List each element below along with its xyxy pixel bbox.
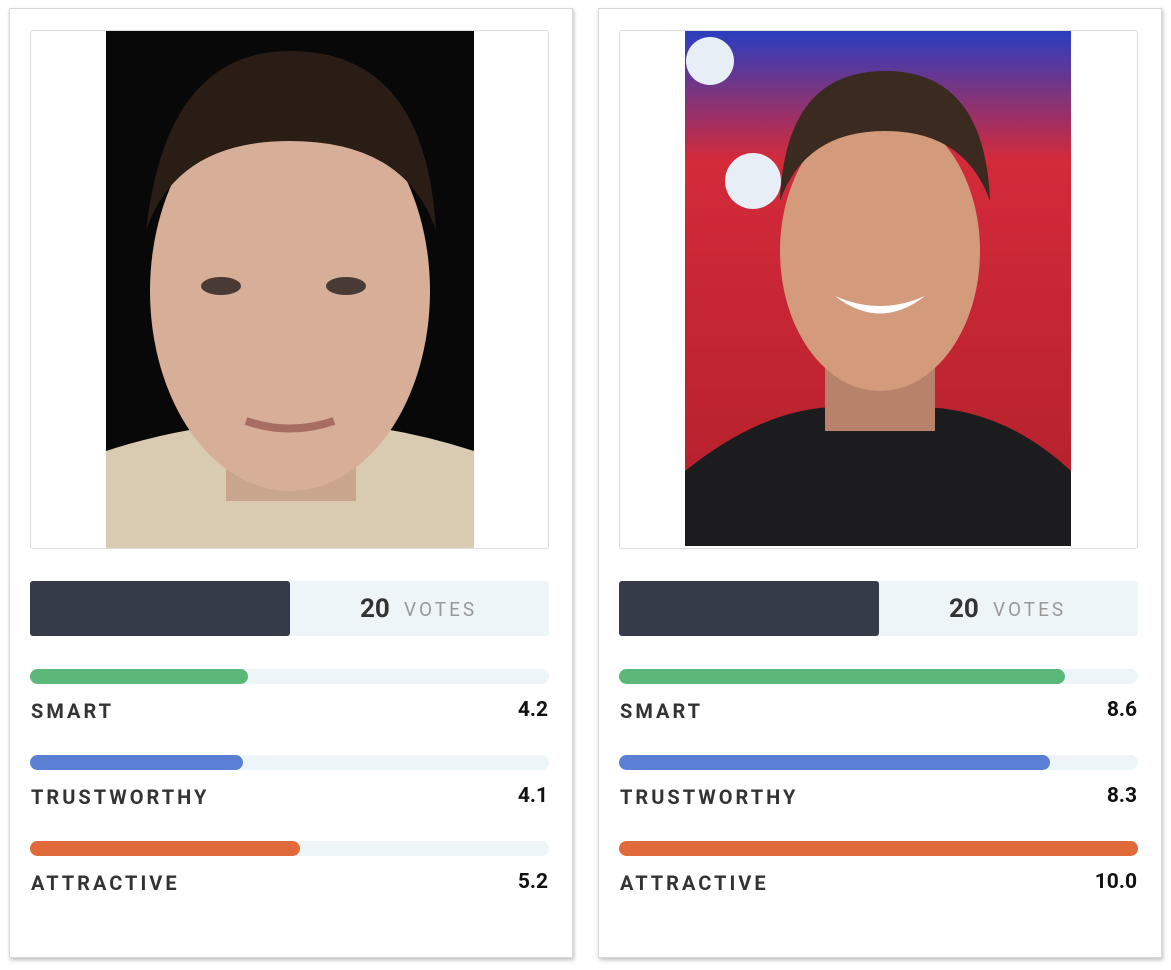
score-track bbox=[30, 841, 549, 856]
vote-button[interactable] bbox=[30, 581, 290, 636]
metric-value: 8.6 bbox=[1106, 698, 1137, 722]
photo-frame bbox=[30, 30, 549, 549]
score-bar bbox=[30, 755, 243, 770]
score-track bbox=[30, 755, 549, 770]
metric-value: 10.0 bbox=[1094, 870, 1137, 894]
card: 20 VOTES SMART 4.2 TRUSTWORTHY 4.1 ATTRACTIVE 5… bbox=[9, 8, 573, 958]
metric-label: ATTRACTIVE bbox=[620, 871, 769, 895]
metric-value: 5.2 bbox=[517, 870, 548, 894]
metric-value: 4.1 bbox=[517, 784, 548, 808]
metric-value: 4.2 bbox=[517, 698, 548, 722]
photo-frame bbox=[619, 30, 1138, 549]
score-track bbox=[30, 669, 549, 684]
score-bar bbox=[619, 669, 1066, 684]
score-bar bbox=[30, 669, 248, 684]
metric-label: SMART bbox=[31, 699, 115, 723]
vote-count: 20 bbox=[360, 594, 390, 624]
score-track bbox=[619, 669, 1138, 684]
metric-label: SMART bbox=[620, 699, 704, 723]
photo bbox=[106, 31, 474, 548]
vote-label: VOTES bbox=[993, 598, 1067, 621]
photo bbox=[685, 31, 1071, 546]
metric-label: TRUSTWORTHY bbox=[31, 785, 210, 809]
metric-value: 8.3 bbox=[1106, 784, 1137, 808]
score-bar bbox=[30, 841, 300, 856]
metric-label: TRUSTWORTHY bbox=[620, 785, 799, 809]
vote-count: 20 bbox=[949, 594, 979, 624]
vote-bar: 20 VOTES bbox=[30, 581, 549, 636]
score-bar bbox=[619, 755, 1050, 770]
score-track bbox=[619, 755, 1138, 770]
card: 20 VOTES SMART 8.6 TRUSTWORTHY 8.3 ATTRACTIVE 1… bbox=[598, 8, 1162, 958]
vote-button[interactable] bbox=[619, 581, 879, 636]
vote-bar: 20 VOTES bbox=[619, 581, 1138, 636]
score-track bbox=[619, 841, 1138, 856]
vote-label: VOTES bbox=[404, 598, 478, 621]
metric-label: ATTRACTIVE bbox=[31, 871, 180, 895]
score-bar bbox=[619, 841, 1138, 856]
